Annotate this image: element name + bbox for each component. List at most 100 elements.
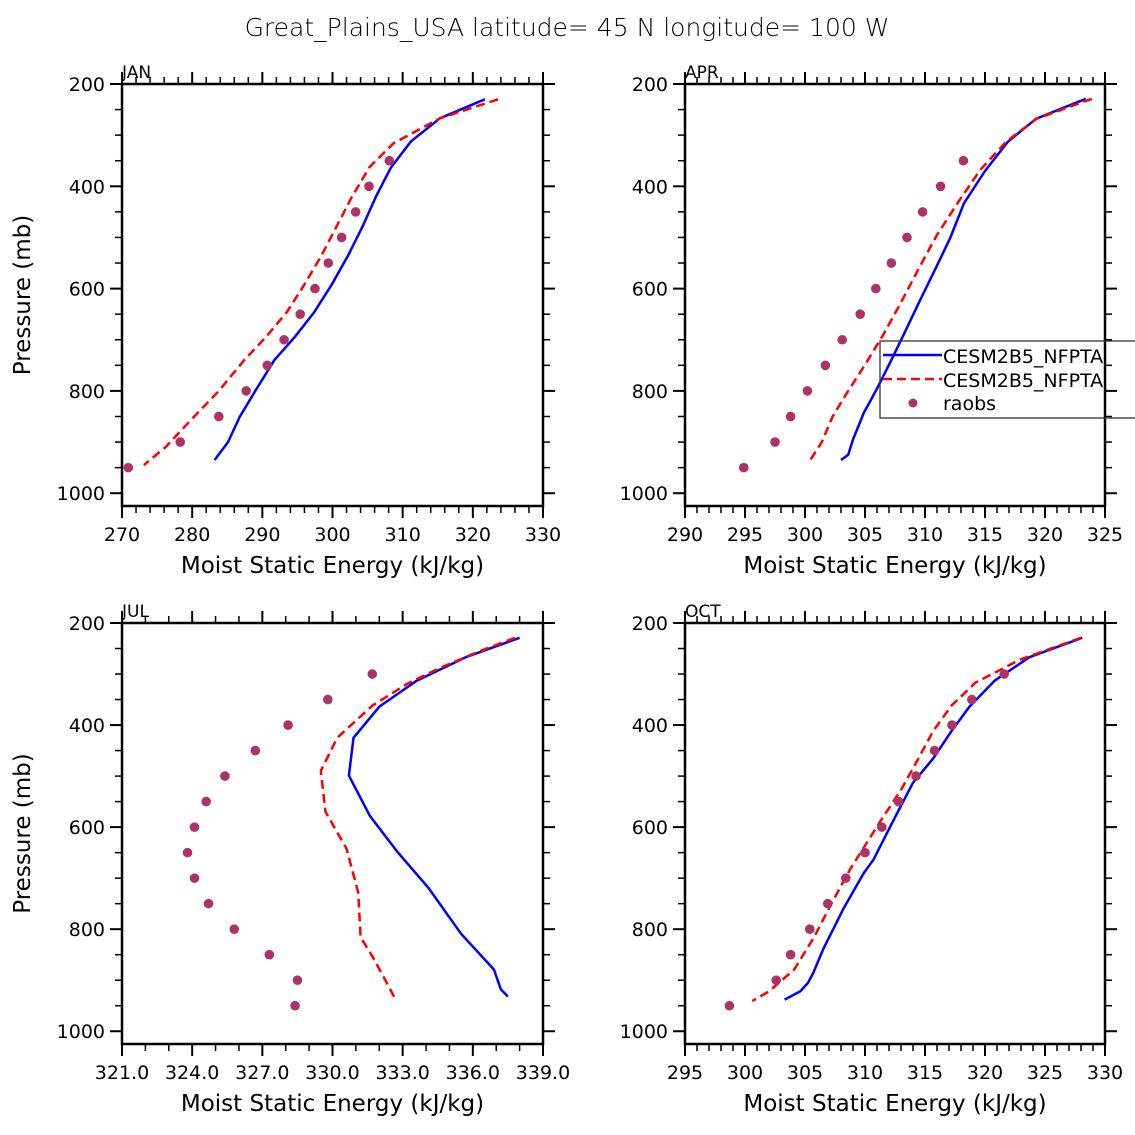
- x-tick-label: 290: [667, 524, 703, 546]
- x-tick-label: 339.0: [516, 1062, 570, 1084]
- x-tick-label: 290: [244, 524, 280, 546]
- model1-line: [784, 636, 1083, 1001]
- x-tick-label: 270: [104, 524, 140, 546]
- raobs-point: [350, 207, 361, 217]
- x-tick-label: 320: [455, 524, 491, 546]
- x-tick-label: 336.0: [446, 1062, 500, 1084]
- raobs-point: [364, 181, 374, 192]
- y-tick-label: 200: [632, 613, 668, 635]
- x-tick-label: 324.0: [165, 1062, 219, 1084]
- raobs-point: [820, 360, 831, 371]
- x-axis-label: Moist Static Energy (kJ/kg): [743, 1091, 1046, 1117]
- raobs-point: [264, 949, 275, 960]
- raobs-point: [929, 745, 940, 756]
- raobs-point: [785, 949, 796, 960]
- raobs-point: [283, 720, 293, 730]
- y-axis-label: Pressure (mb): [10, 215, 36, 375]
- x-tick-label: 300: [727, 1062, 763, 1084]
- y-tick-label: 1000: [57, 483, 105, 505]
- x-axis-label: Moist Static Energy (kJ/kg): [181, 1091, 484, 1117]
- raobs-point: [214, 411, 224, 422]
- raobs-point: [229, 924, 240, 934]
- panel-oct: OCT 295 300 305 310 315 320 325 330 200 400 600 800 1…: [620, 602, 1123, 1117]
- panel-label: APR: [685, 63, 719, 83]
- raobs-point: [958, 155, 969, 166]
- raobs-point: [384, 155, 395, 166]
- raobs-point: [785, 411, 796, 422]
- y-tick-label: 200: [69, 613, 105, 635]
- panel-label: JUL: [121, 602, 149, 622]
- y-tick-label: 800: [632, 919, 668, 941]
- raobs-point: [802, 386, 813, 396]
- raobs-point: [323, 258, 334, 268]
- y-tick-label: 200: [632, 74, 668, 96]
- y-tick-label: 400: [632, 176, 668, 198]
- x-tick-label: 325: [1027, 1062, 1063, 1084]
- raobs-point: [323, 694, 333, 705]
- x-tick-label: 330: [1087, 1062, 1123, 1084]
- x-tick-label: 305: [787, 1062, 823, 1084]
- raobs-point: [279, 334, 289, 345]
- raobs-point: [241, 386, 251, 396]
- legend-marker-raobs: [908, 398, 918, 408]
- raobs-point: [290, 1000, 300, 1011]
- raobs-point: [336, 232, 347, 243]
- y-axis-label: Pressure (mb): [10, 753, 36, 913]
- y-tick-label: 600: [632, 817, 668, 839]
- raobs-point: [770, 437, 780, 447]
- legend-box: [879, 340, 1135, 419]
- raobs-point: [947, 720, 957, 730]
- y-tick-label: 800: [69, 381, 105, 403]
- raobs-point: [739, 462, 749, 473]
- x-tick-label: 315: [907, 1062, 943, 1084]
- raobs-point: [967, 694, 977, 705]
- x-tick-label: 310: [385, 524, 421, 546]
- x-tick-label: 310: [847, 1062, 883, 1084]
- raobs-point: [902, 232, 912, 243]
- raobs-point: [295, 309, 306, 319]
- y-tick-label: 400: [632, 715, 668, 737]
- raobs-point: [262, 360, 273, 371]
- x-tick-label: 300: [787, 524, 823, 546]
- x-tick-label: 305: [847, 524, 883, 546]
- y-tick-label: 600: [632, 279, 668, 301]
- y-tick-label: 800: [69, 919, 105, 941]
- raobs-point: [724, 1000, 735, 1011]
- raobs-point: [855, 309, 865, 319]
- panel-apr: APR 290 295 300 305 310 315 320 325 200 400 600 800 1…: [620, 63, 1123, 579]
- raobs-point: [182, 847, 193, 858]
- x-tick-label: 327.0: [235, 1062, 289, 1084]
- model1-line: [347, 636, 521, 998]
- y-tick-label: 400: [69, 715, 105, 737]
- panel-label: OCT: [685, 602, 721, 622]
- y-tick-label: 200: [69, 74, 105, 96]
- y-tick-label: 400: [69, 176, 105, 198]
- y-tick-label: 1000: [620, 1021, 668, 1043]
- raobs-point: [837, 334, 847, 345]
- panel-jul: JUL 321.0 324.0 327.0 330.0 333.0 336.0 339.0 20…: [10, 602, 570, 1117]
- x-tick-label: 295: [727, 524, 763, 546]
- x-tick-label: 295: [667, 1062, 703, 1084]
- raobs-point: [367, 669, 378, 679]
- plot-frame: [683, 82, 1107, 508]
- x-tick-label: 320: [967, 1062, 1003, 1084]
- raobs-point: [292, 975, 303, 986]
- model2-line: [751, 636, 1082, 1003]
- y-tick-label: 600: [69, 279, 105, 301]
- raobs-point: [841, 873, 851, 883]
- raobs-point: [999, 669, 1009, 679]
- figure-title: Great_Plains_USA latitude= 45 N longitud…: [245, 13, 890, 42]
- raobs-point: [123, 462, 134, 473]
- y-tick-label: 1000: [57, 1021, 105, 1043]
- x-tick-label: 325: [1087, 524, 1123, 546]
- raobs-point: [911, 771, 921, 781]
- raobs-point: [771, 975, 781, 986]
- x-tick-label: 333.0: [375, 1062, 429, 1084]
- raobs-point: [220, 771, 230, 781]
- raobs-point: [805, 924, 815, 934]
- raobs-point: [310, 283, 320, 294]
- raobs-point: [823, 898, 833, 909]
- raobs-point: [871, 283, 881, 294]
- x-tick-label: 321.0: [95, 1062, 149, 1084]
